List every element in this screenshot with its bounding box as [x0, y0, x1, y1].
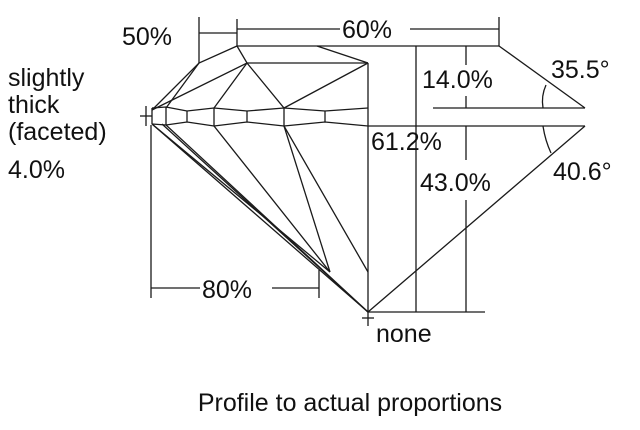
- dimension-lines: [140, 17, 500, 326]
- profile-outline: [367, 45, 586, 313]
- crown-angle-arc: [541, 84, 547, 109]
- lower-girdle-label: 80%: [202, 276, 252, 304]
- total-depth-label: 61.2%: [371, 128, 442, 156]
- girdle-thickness-label: 4.0%: [8, 156, 65, 184]
- girdle-label-line2: thick: [8, 91, 60, 119]
- pavilion-depth-label: 43.0%: [420, 169, 491, 197]
- star-length-label: 50%: [122, 23, 172, 51]
- girdle: [151, 106, 369, 127]
- crown-facets: [151, 45, 499, 111]
- table-label: 60%: [342, 16, 392, 44]
- crown-angle-label: 35.5°: [551, 56, 610, 84]
- girdle-label-line3: (faceted): [8, 118, 107, 146]
- pavilion-angle-arc: [542, 125, 552, 154]
- culet-label: none: [376, 320, 432, 348]
- caption: Profile to actual proportions: [198, 389, 502, 417]
- pavilion-facets: [151, 63, 369, 313]
- crown-height-label: 14.0%: [422, 66, 493, 94]
- girdle-label-line1: slightly: [8, 64, 85, 92]
- pavilion-angle-label: 40.6°: [553, 158, 612, 186]
